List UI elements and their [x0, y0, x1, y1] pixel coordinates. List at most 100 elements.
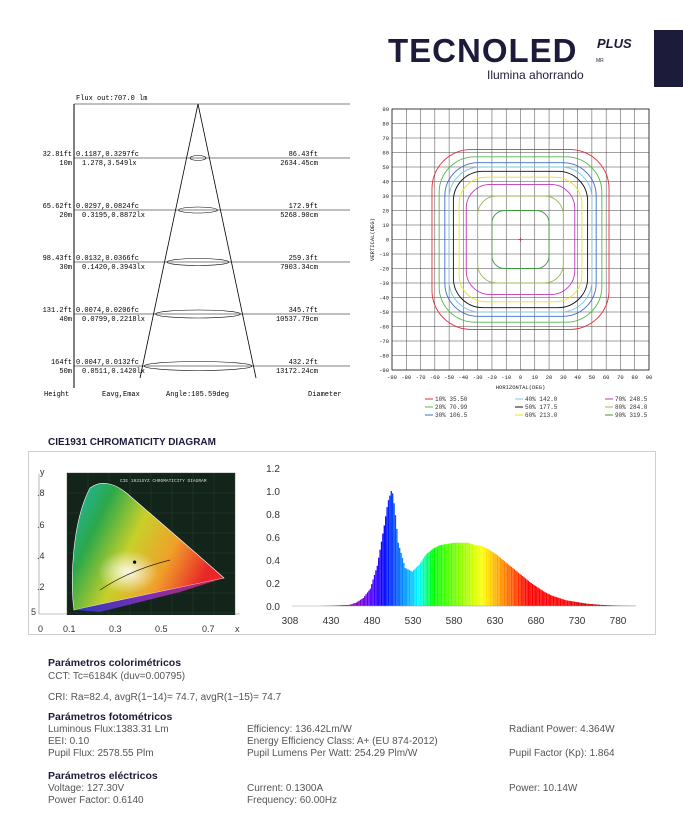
x-tick-label: -90: [387, 374, 397, 381]
spectrum-y-tick: 0.0: [266, 602, 280, 613]
power-factor: Power Factor: 0.6140: [48, 795, 144, 806]
x-tick-label: 10: [531, 374, 538, 381]
contour-level: [465, 183, 576, 296]
cone-e-lx: 0.1420,0.3943lx: [82, 264, 146, 272]
brand-tagline: Ilumina ahorrando: [487, 68, 584, 82]
cone-e-fc: 0.0132,0.0366fc: [76, 255, 140, 263]
contour-level: [438, 156, 603, 323]
legend-label: 40% 142.0: [525, 396, 558, 403]
brand-logo-plus: PLUS: [597, 36, 632, 51]
brand-logo-mr: MR: [596, 58, 604, 64]
spectrum-y-tick: 0.2: [266, 579, 280, 590]
cie-left-mark: 5: [31, 607, 36, 617]
spectrum-x-tick: 430: [323, 616, 340, 627]
isolux-contour-chart: -90 -80 -70 -60 -50 -40 -30 -20 -10 0 10 20 30 40 50 60…: [365, 100, 665, 430]
radiant-power: Radiant Power: 4.364W: [509, 724, 615, 735]
cone-height-ft: 65.62ft: [42, 203, 72, 211]
y-tick-label: -40: [379, 295, 389, 302]
y-tick-label: 10: [382, 222, 389, 229]
cone-diam-cm: 13172.24cm: [275, 368, 318, 376]
pupil-lumens: Pupil Lumens Per Watt: 254.29 Plm/W: [247, 748, 418, 759]
y-tick-label: 40: [382, 179, 389, 186]
cone-height-m: 50m: [59, 368, 72, 376]
cie-section-title: CIE1931 CHROMATICITY DIAGRAM: [48, 437, 216, 448]
x-tick-label: -30: [473, 374, 483, 381]
cie-x-tick: 0.3: [109, 624, 122, 634]
legend-label: 50% 177.5: [525, 404, 558, 411]
pupil-flux: Pupil Flux: 2578.55 Plm: [48, 748, 154, 759]
contour-level: [452, 170, 589, 309]
y-tick-label: -90: [379, 367, 389, 374]
cie-y-tick: .2: [37, 582, 45, 592]
x-tick-label: -20: [487, 374, 497, 381]
cone-e-lx: 1.278,3.549lx: [82, 160, 137, 168]
legend-label: 10% 35.50: [435, 396, 468, 403]
cone-footer-eavg: Eavg,Emax: [102, 391, 140, 399]
cie-inner-title: CIE 1931XYZ CHROMATICITY DIAGRAM: [120, 478, 207, 484]
legend-label: 90% 319.5: [615, 412, 648, 419]
cone-diam-cm: 7903.34cm: [280, 264, 318, 272]
spectrum-y-tick: 1.0: [266, 487, 280, 498]
contour-level: [491, 210, 550, 269]
spectrum-y-tick: 0.4: [266, 556, 280, 567]
cie-x-tick: 0: [38, 624, 43, 634]
cone-height-ft: 32.81ft: [42, 151, 72, 159]
brand-color-bar: [654, 30, 683, 87]
x-tick-label: -70: [416, 374, 426, 381]
spectrum-x-tick: 308: [282, 616, 299, 627]
cone-e-lx: 0.3195,0.8872lx: [82, 212, 146, 220]
cie-purple-line: [74, 578, 224, 612]
contour-level: [431, 149, 610, 330]
spectrum-x-tick: 680: [528, 616, 545, 627]
cone-footer-height: Height: [44, 391, 70, 399]
cone-ellipse: [189, 155, 207, 161]
contour-level: [444, 162, 597, 317]
cie-y-tick: .4: [37, 551, 45, 561]
cie-y-tick: .6: [37, 520, 45, 530]
cone-e-fc: 0.1187,0.3297fc: [76, 151, 140, 159]
cone-diam-ft: 86.43ft: [288, 151, 318, 159]
cone-ellipse: [178, 206, 218, 214]
luminous-flux: Luminous Flux:1383.31 Lm: [48, 724, 169, 735]
x-tick-label: 40: [574, 374, 581, 381]
cri-value: CRI: Ra=82.4, avgR(1−14)= 74.7, avgR(1−1…: [48, 692, 282, 703]
y-tick-label: -60: [379, 324, 389, 331]
legend-label: 20% 70.99: [435, 404, 468, 411]
energy-class: Energy Efficiency Class: A+ (EU 874-2012…: [247, 736, 438, 747]
legend-label: 30% 106.5: [435, 412, 468, 419]
y-tick-label: 0: [386, 237, 389, 244]
x-axis-label: HORIZONTAL(DEG): [496, 384, 546, 391]
cone-e-fc: 0.0074,0.0206fc: [76, 307, 140, 315]
legend-label: 60% 213.0: [525, 412, 558, 419]
y-tick-label: -30: [379, 280, 389, 287]
cone-height-ft: 98.43ft: [42, 255, 72, 263]
cone-e-lx: 0.0511,0.1420lx: [82, 368, 146, 376]
cone-diam-ft: 259.3ft: [288, 255, 318, 263]
contour-level: [477, 195, 564, 284]
spectrum-x-tick: 530: [405, 616, 422, 627]
contour-plot: -90 -80 -70 -60 -50 -40 -30 -20 -10 0 10 20 30 40 50 60…: [369, 106, 652, 419]
y-tick-label: 50: [382, 164, 389, 171]
x-tick-label: 0: [519, 374, 522, 381]
cie-chromaticity-plot: y x .8 .6 .4 .2 0 0.1 0.3 0.5 0.7 5 CIE 1931XYZ CHRO…: [31, 467, 240, 634]
y-tick-label: -10: [379, 251, 389, 258]
cie-x-tick: 0.7: [202, 624, 215, 634]
cone-ellipse: [155, 309, 241, 319]
y-axis-label: VERTICAL(DEG): [369, 218, 376, 261]
cone-diagram: 32.81ft 10m 0.1187,0.3297fc 1.278,3.549lx 86…: [30, 92, 360, 402]
cct-value: CCT: Tc=6184K (duv=0.00795): [48, 671, 186, 682]
cone-diam-cm: 10537.79cm: [275, 316, 318, 324]
spectrum-x-tick: 480: [364, 616, 381, 627]
x-tick-label: 30: [560, 374, 567, 381]
cone-footer-angle: Angle:105.59deg: [166, 391, 230, 399]
x-tick-label: -60: [430, 374, 440, 381]
x-tick-label: 20: [546, 374, 553, 381]
y-tick-label: -80: [379, 353, 389, 360]
cie-x-label: x: [235, 624, 240, 634]
cone-height-m: 40m: [59, 316, 72, 324]
spectrum-x-tick: 780: [610, 616, 627, 627]
power: Power: 10.14W: [509, 783, 578, 794]
spectrum-y-tick: 1.2: [266, 464, 280, 475]
x-tick-label: -40: [458, 374, 468, 381]
eei-value: EEI: 0.10: [48, 736, 90, 747]
